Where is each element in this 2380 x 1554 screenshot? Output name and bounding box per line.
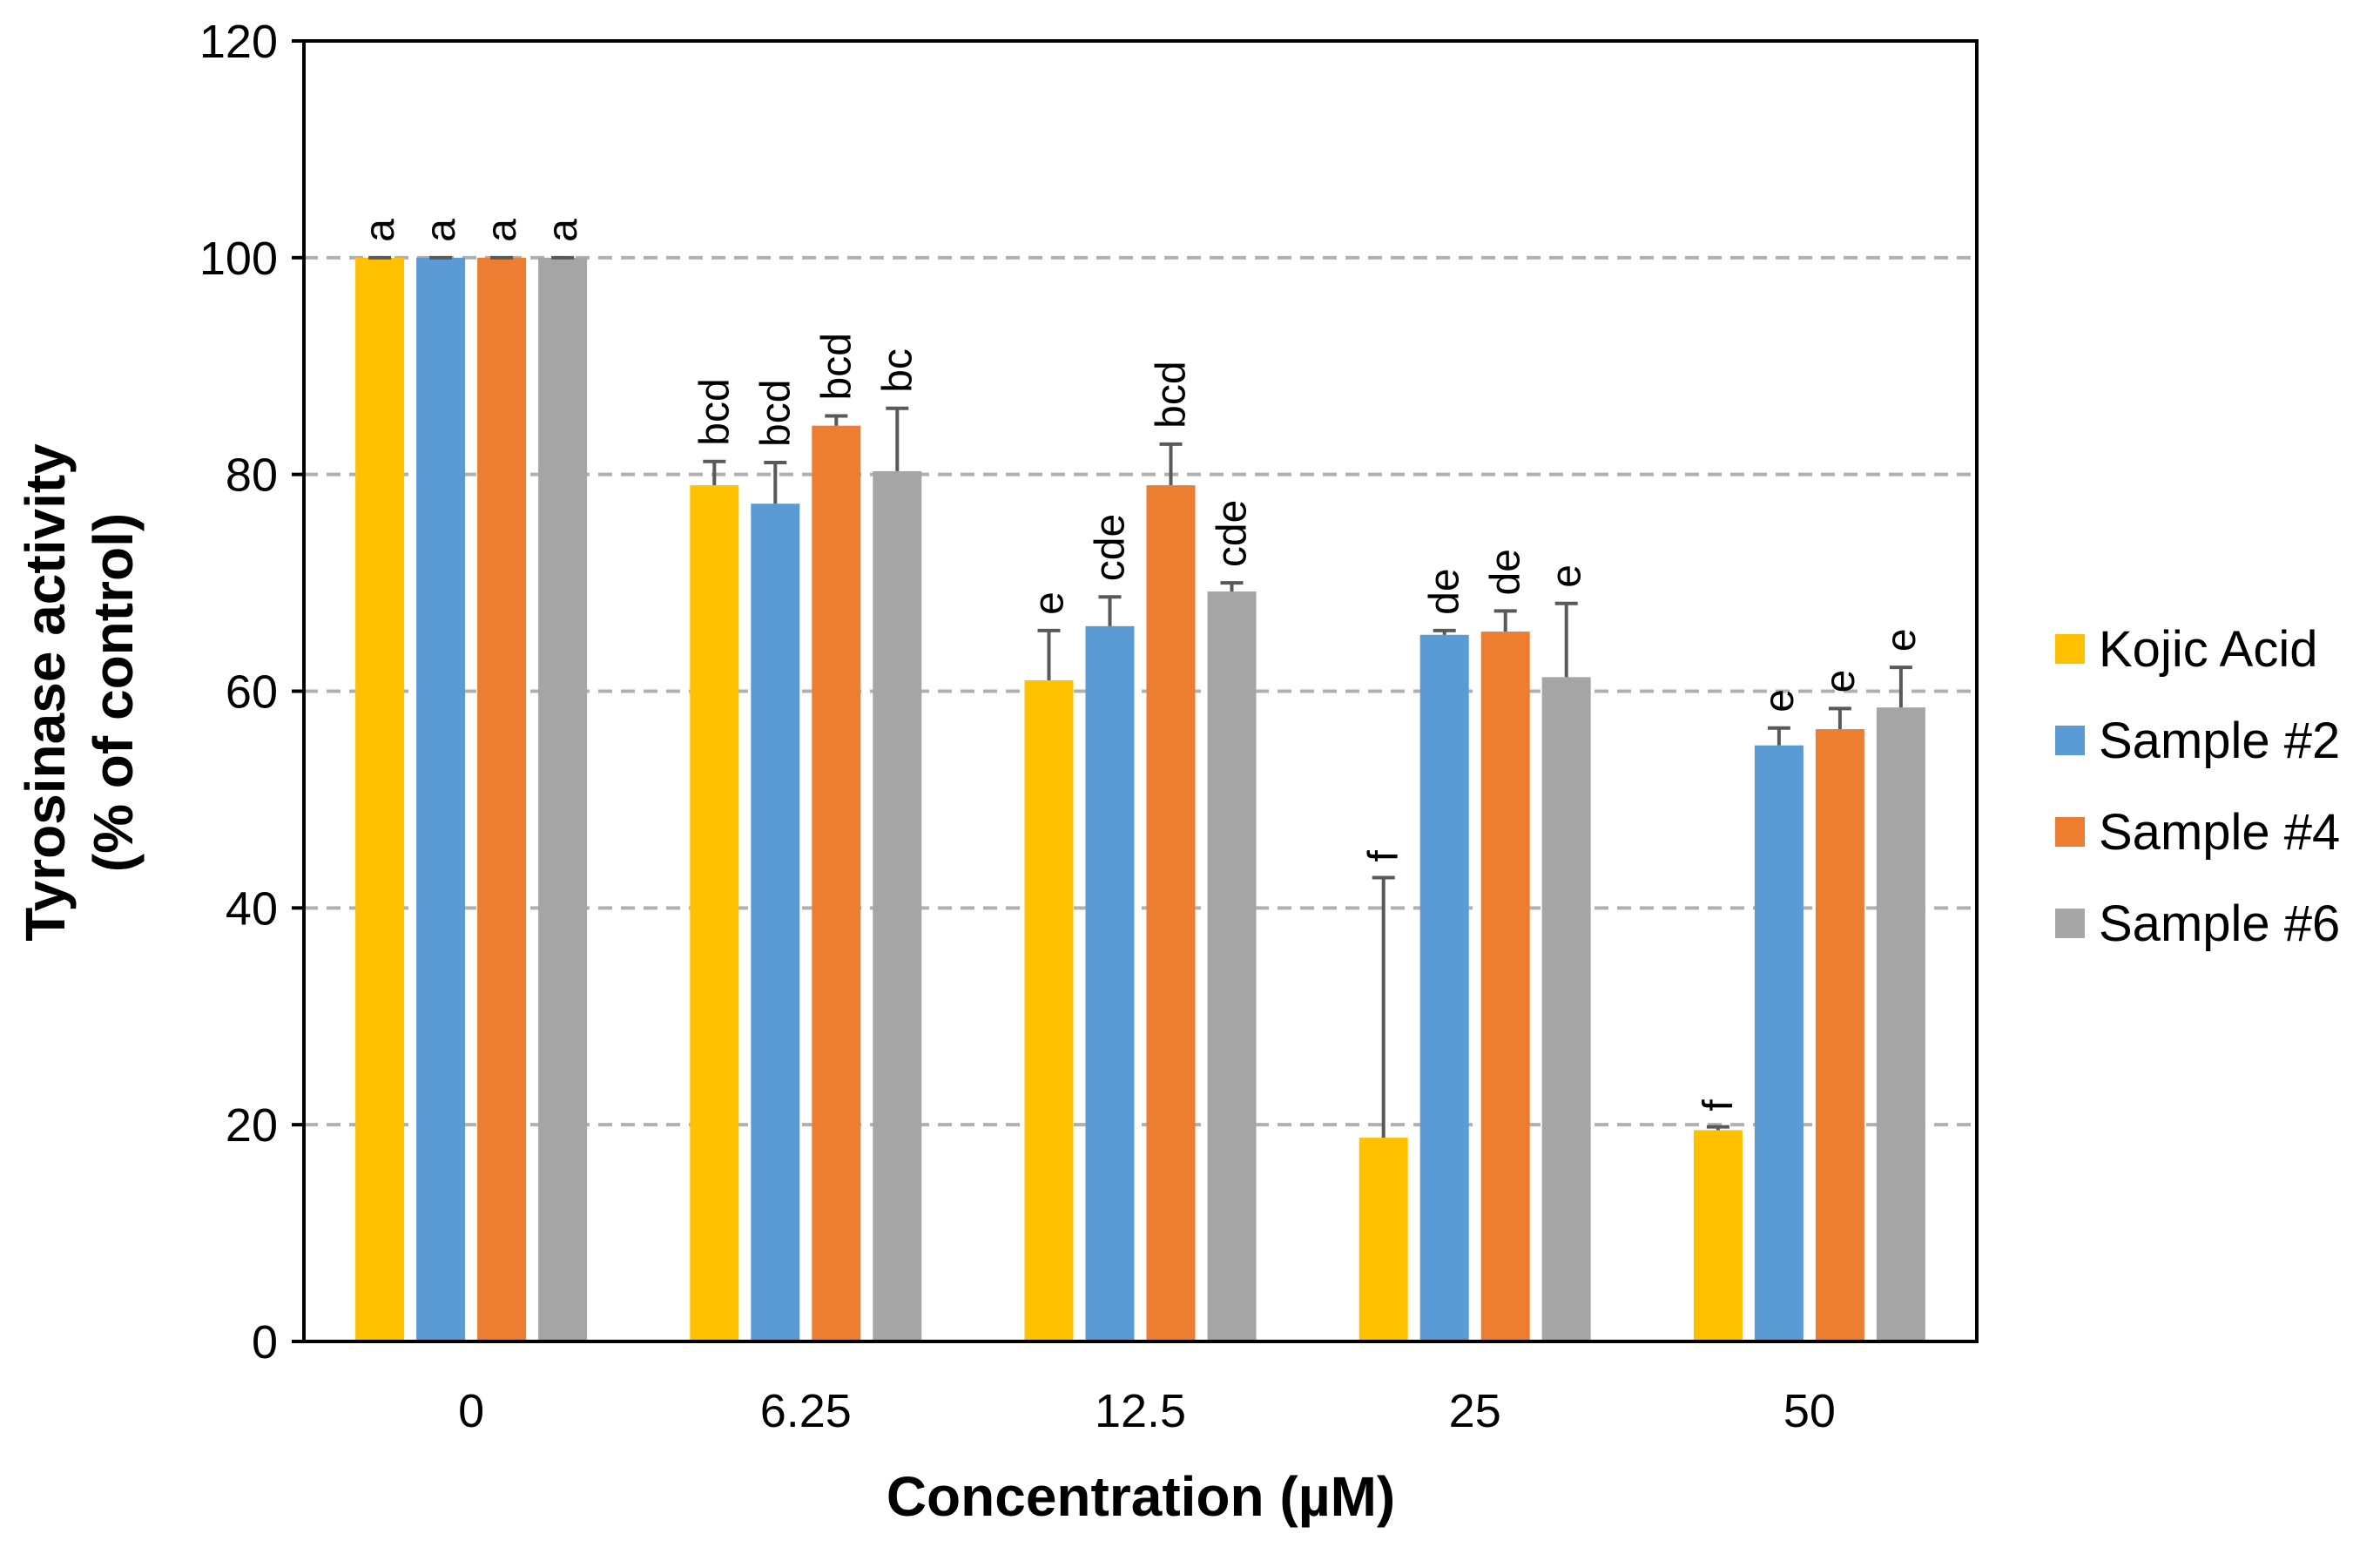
significance-label: f: [1361, 849, 1407, 861]
bar: [1815, 729, 1864, 1341]
y-tick-label: 120: [199, 16, 278, 68]
bar: [416, 257, 466, 1341]
x-tick-label: 50: [1783, 1385, 1836, 1437]
legend-label: Kojic Acid: [2099, 621, 2317, 678]
legend-label: Sample #2: [2099, 713, 2340, 769]
y-axis-title-line-1: Tyrosinase activity: [14, 443, 77, 942]
significance-label: bc: [874, 348, 920, 393]
bar: [1419, 634, 1469, 1341]
significance-label: a: [479, 219, 525, 242]
bar: [1146, 485, 1196, 1341]
bar: [873, 470, 922, 1341]
bar: [690, 485, 739, 1341]
bar: [1693, 1130, 1743, 1341]
y-tick-label: 100: [199, 233, 278, 285]
significance-label: e: [1756, 689, 1803, 713]
bar: [812, 425, 861, 1341]
y-axis-title: Tyrosinase activity (% of control): [14, 443, 145, 942]
significance-label: e: [1878, 628, 1925, 652]
legend-swatch: [2055, 817, 2085, 847]
legend-swatch: [2055, 726, 2085, 755]
bars: [355, 257, 1925, 1341]
y-tick-label: 0: [252, 1316, 278, 1368]
significance-label: a: [357, 219, 403, 242]
significance-label: cde: [1088, 514, 1134, 581]
x-tick-label: 0: [458, 1385, 484, 1437]
bar: [1754, 745, 1804, 1341]
significance-label: a: [418, 219, 464, 242]
bar: [1024, 680, 1074, 1341]
x-axis-title: Concentration (µM): [887, 1465, 1395, 1528]
bar: [1541, 677, 1591, 1341]
y-tick-label: 60: [226, 666, 278, 719]
bar: [1359, 1138, 1408, 1341]
legend: Kojic Acid Sample #2 Sample #4 Sample #6: [2055, 621, 2340, 952]
bar: [1207, 591, 1257, 1341]
y-tick-label: 80: [226, 449, 278, 502]
x-tick-label: 25: [1449, 1385, 1501, 1437]
significance-label: bcd: [813, 333, 860, 400]
x-tick-label: 6.25: [760, 1385, 852, 1437]
error-bars: [368, 255, 1912, 1138]
x-axis-ticks: 0 6.25 12.5 25 50: [458, 1385, 1836, 1437]
significance-label: a: [540, 219, 586, 242]
legend-swatch: [2055, 909, 2085, 938]
y-tick-label: 40: [226, 882, 278, 935]
significance-label: bcd: [691, 378, 738, 445]
significance-label: e: [1544, 564, 1590, 588]
significance-label: de: [1422, 568, 1468, 614]
bar: [355, 257, 405, 1341]
bar: [477, 257, 527, 1341]
bar: [1876, 707, 1925, 1341]
significance-label: de: [1483, 549, 1529, 595]
legend-label: Sample #6: [2099, 895, 2340, 952]
legend-swatch: [2055, 634, 2085, 664]
bar: [538, 257, 588, 1341]
bar: [1085, 625, 1135, 1341]
significance-label: cde: [1210, 500, 1256, 567]
y-axis-title-line-2: (% of control): [82, 513, 145, 872]
bar: [751, 503, 800, 1341]
significance-label: e: [1027, 591, 1073, 615]
significance-label: f: [1696, 1099, 1742, 1111]
bar: [1480, 632, 1530, 1341]
significance-label: bcd: [752, 380, 799, 447]
y-tick-label: 20: [226, 1099, 278, 1152]
significance-label: bcd: [1149, 361, 1195, 428]
y-axis-ticks: 0 20 40 60 80 100 120: [199, 16, 304, 1368]
legend-label: Sample #4: [2099, 804, 2340, 861]
x-tick-label: 12.5: [1095, 1385, 1186, 1437]
significance-label: e: [1817, 670, 1864, 693]
